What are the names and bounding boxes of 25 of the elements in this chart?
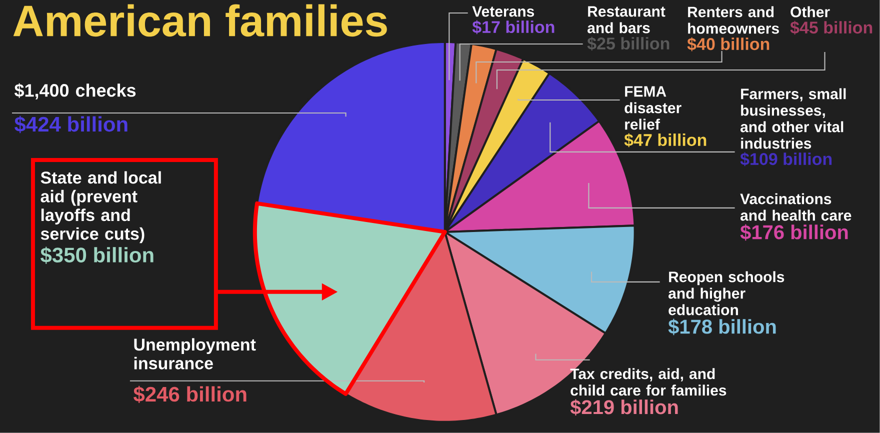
data-label: $350 billion [40,246,154,264]
slice-label: Farmers, small businesses, and other vital industries [740,88,846,149]
data-label: $25 billion [587,36,670,51]
slice-label: FEMA disaster relief [624,86,682,130]
slice-label: Unemployment insurance [134,338,256,370]
data-label: $45 billion [790,20,872,35]
data-label: $424 billion [14,116,128,134]
data-label: $176 billion [740,224,848,241]
data-label: $17 billion [472,20,554,34]
data-label: $40 billion [687,37,770,52]
slice-label: Vaccinations and health care [740,193,852,221]
data-label: $246 billion [134,386,246,404]
slice-label: Renters and homeowners [688,6,779,34]
data-label: $109 billion [740,152,832,166]
data-label: $219 billion [570,399,678,416]
data-label: $47 billion [624,133,706,148]
slice-label: Other [790,6,830,18]
slice-label: Veterans [472,6,534,17]
slice-label: Tax credits, aid, and child care for families [570,368,726,396]
chart-title: American families [13,4,387,37]
slice-label: Reopen schools and higher education [668,271,784,316]
data-label: $178 billion [668,318,776,336]
slice-label: $1,400 checks [14,83,136,100]
slice-label: State and local aid (prevent layoffs and service cuts) [40,171,161,244]
slice-label: Restaurant and bars [588,6,666,34]
